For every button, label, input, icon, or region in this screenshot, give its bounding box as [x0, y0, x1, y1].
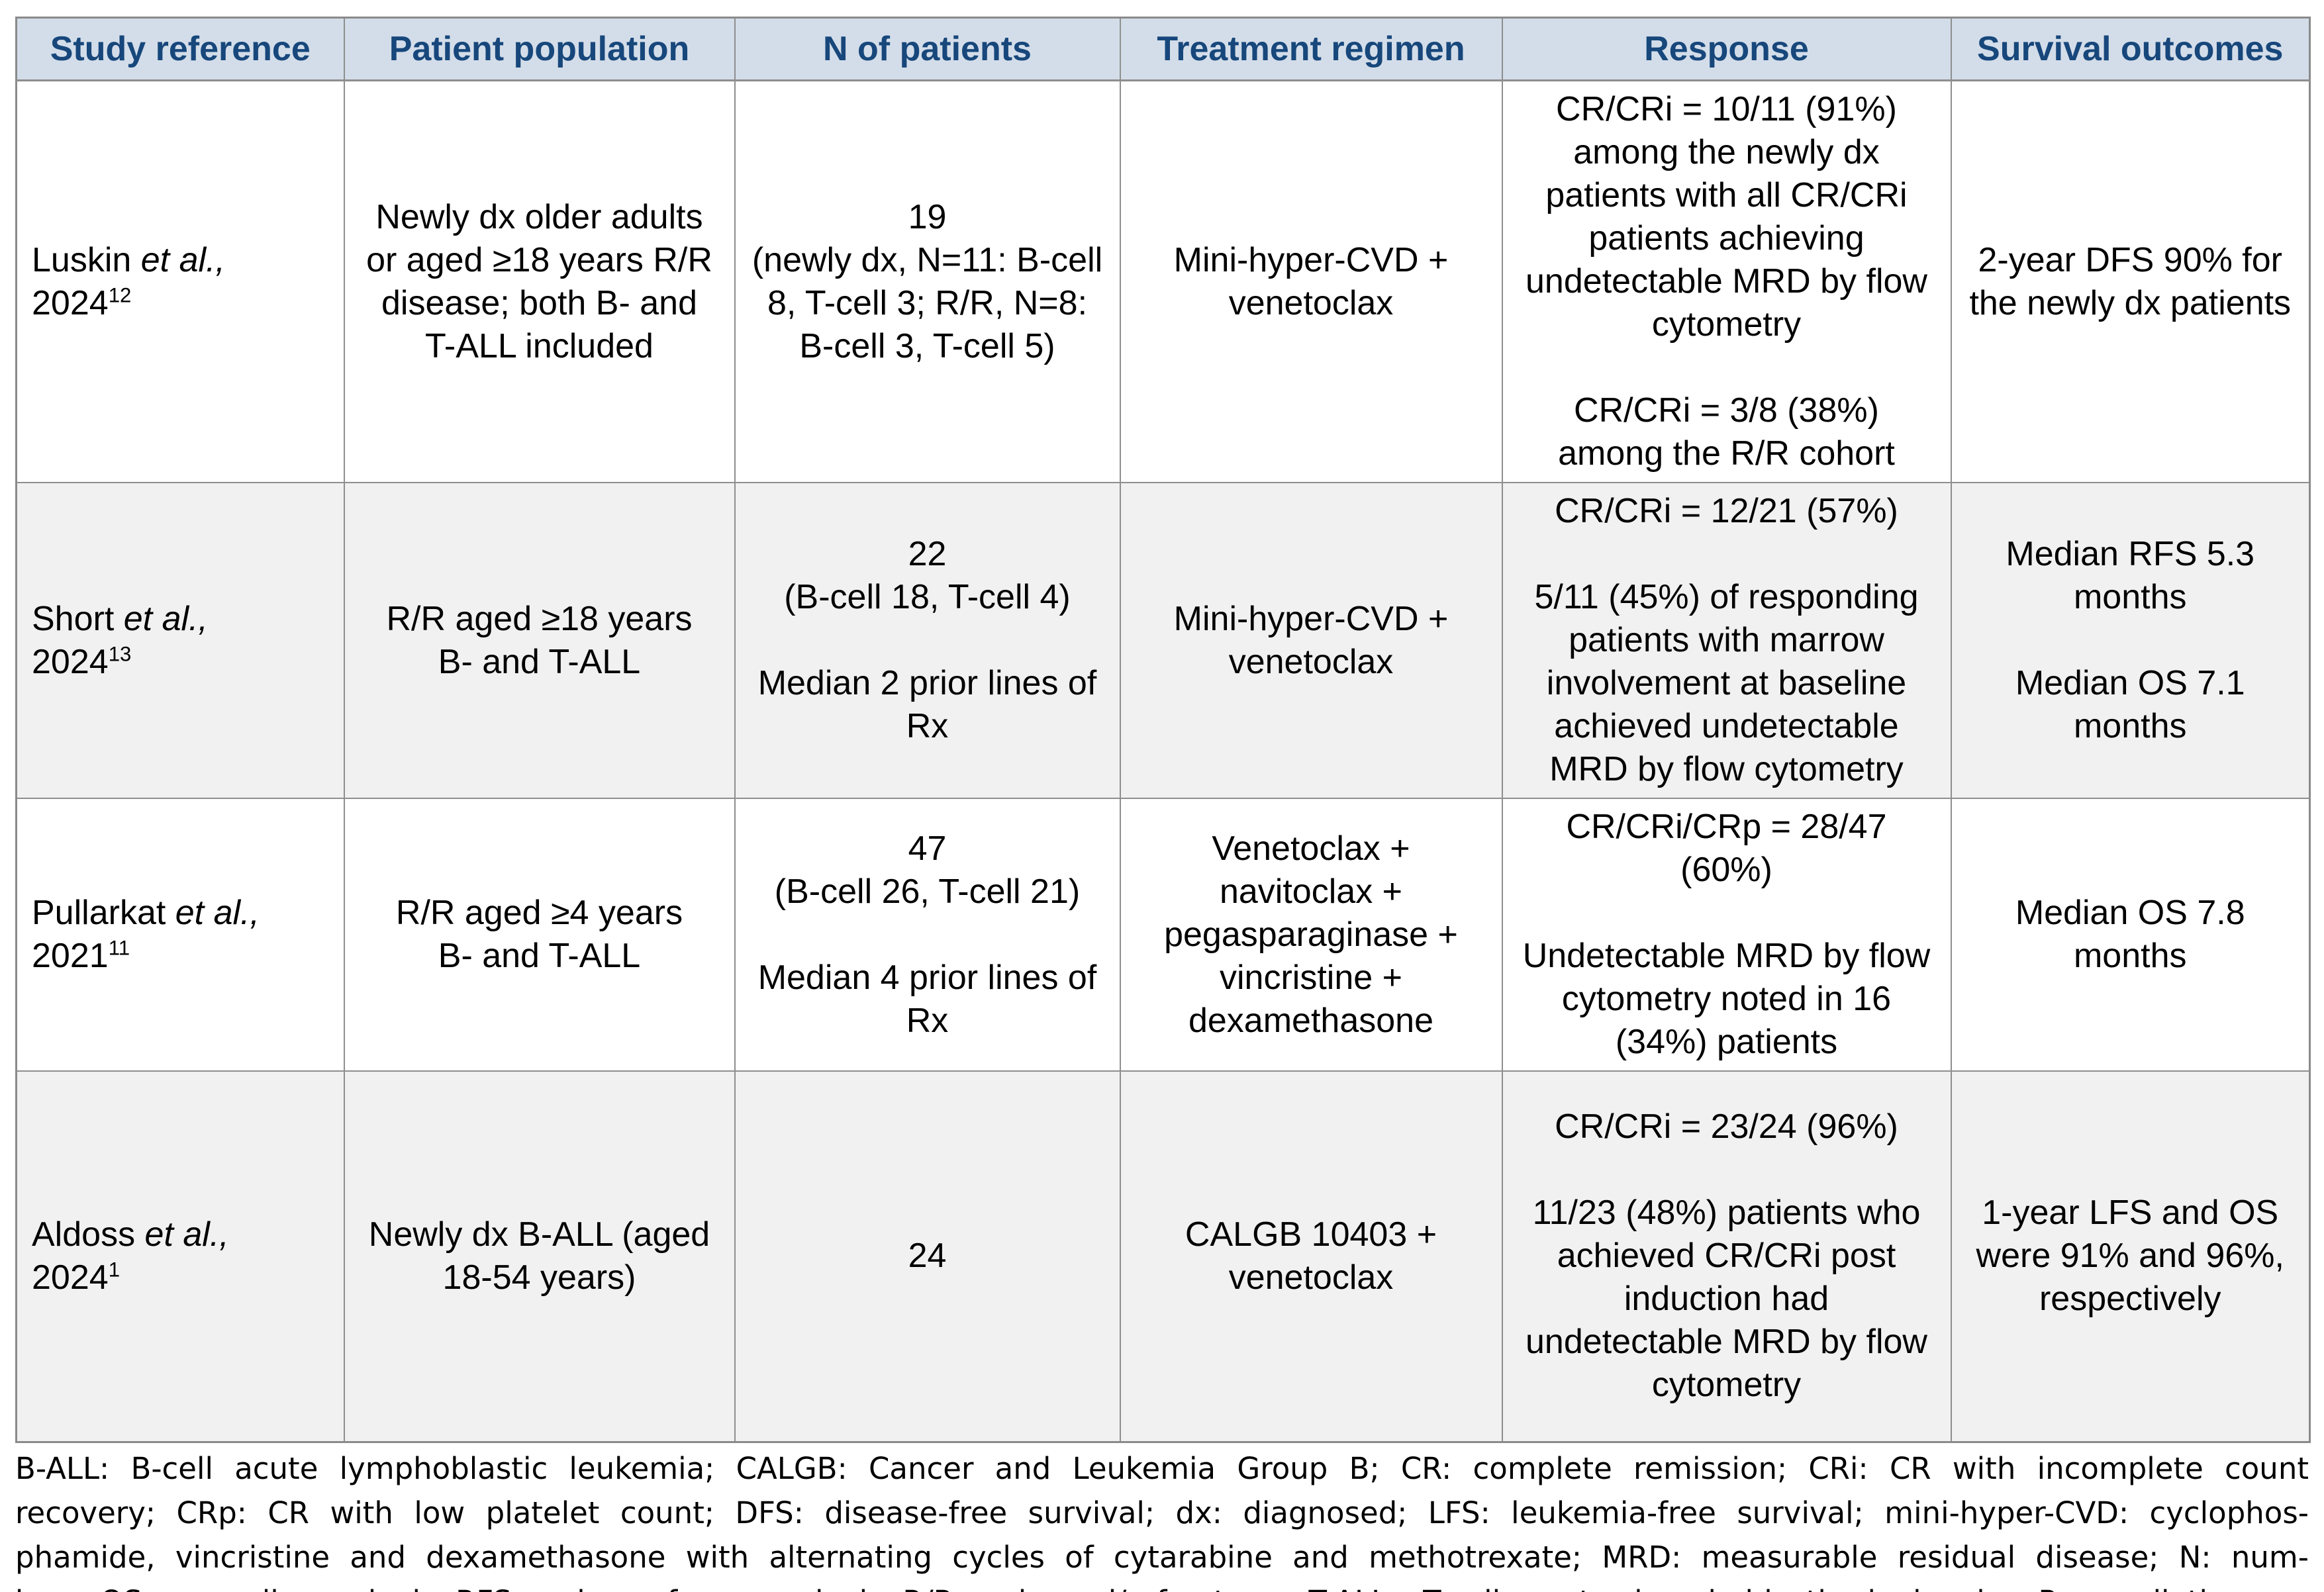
cell-text: Venetoclax + navitoclax + pegasparaginas…	[1164, 829, 1458, 1040]
cell-text: Median 4 prior lines of Rx	[757, 958, 1097, 1040]
study-etal: et al.,	[175, 894, 260, 932]
footnote-line: ber; OS: overall survival; RFS: relapse-…	[15, 1579, 2309, 1592]
column-header-n-of-patients: N of patients	[734, 17, 1121, 81]
column-header-survival-outcomes: Survival outcomes	[1950, 17, 2311, 81]
response-cell: CR/CRi/CRp = 28/47 (60%) Undetectable MR…	[1501, 798, 1952, 1072]
survival-outcomes-cell: Median OS 7.8 months	[1950, 798, 2311, 1072]
study-reference-number: 12	[108, 283, 132, 307]
study-etal: et al.,	[140, 240, 225, 279]
survival-outcomes-cell: 2-year DFS 90% for the newly dx patients	[1950, 79, 2311, 483]
cell-text: CALGB 10403 + venetoclax	[1185, 1215, 1437, 1297]
survival-outcomes-cell: 1-year LFS and OS were 91% and 96%, resp…	[1950, 1070, 2311, 1442]
table-row-luskin: Luskin et al., 202412 Newly dx older adu…	[15, 79, 2311, 483]
cell-text: 47 (B-cell 26, T-cell 21)	[774, 829, 1081, 911]
cell-text: CR/CRi = 10/11 (91%) among the newly dx …	[1525, 90, 1927, 344]
response-cell: CR/CRi = 12/21 (57%) 5/11 (45%) of respo…	[1501, 482, 1952, 799]
study-author: Luskin	[32, 240, 132, 279]
cell-text: R/R aged ≥4 years B- and T-ALL	[395, 894, 683, 975]
response-cell: CR/CRi = 10/11 (91%) among the newly dx …	[1501, 79, 1952, 483]
study-reference-number: 11	[108, 936, 130, 960]
study-reference-cell: Aldoss et al., 20241	[15, 1070, 345, 1442]
cell-text: 19 (newly dx, N=11: B-cell 8, T-cell 3; …	[751, 197, 1103, 365]
study-reference-number: 1	[108, 1258, 121, 1282]
cell-text: 1-year LFS and OS were 91% and 96%, resp…	[1976, 1194, 2284, 1319]
footnote-line: phamide, vincristine and dexamethasone w…	[15, 1540, 2309, 1575]
table-row-pullarkat: Pullarkat et al., 202111 R/R aged ≥4 yea…	[15, 798, 2311, 1072]
cell-text: 24	[908, 1237, 947, 1276]
treatment-regimen-cell: Mini-hyper-CVD + venetoclax	[1119, 482, 1503, 799]
cell-text: CR/CRi = 12/21 (57%)	[1555, 492, 1898, 530]
cell-text: Median RFS 5.3 months	[2006, 535, 2255, 616]
column-header-patient-population: Patient population	[343, 17, 736, 81]
cell-text: Median OS 7.1 months	[2015, 664, 2245, 745]
n-of-patients-cell: 24	[734, 1070, 1121, 1442]
patient-population-cell: Newly dx B-ALL (aged 18-54 years)	[343, 1070, 736, 1442]
study-author: Aldoss	[32, 1215, 136, 1254]
treatment-regimen-cell: CALGB 10403 + venetoclax	[1119, 1070, 1503, 1442]
study-reference-cell: Luskin et al., 202412	[15, 79, 345, 483]
n-of-patients-cell: 47 (B-cell 26, T-cell 21) Median 4 prior…	[734, 798, 1121, 1072]
patient-population-cell: R/R aged ≥18 years B- and T-ALL	[343, 482, 736, 799]
footnote-line: recovery; CRp: CR with low platelet coun…	[15, 1495, 2309, 1530]
cell-text: 5/11 (45%) of responding patients with m…	[1534, 578, 1919, 788]
cell-text: Median OS 7.8 months	[2015, 894, 2245, 975]
study-etal: et al.,	[123, 599, 208, 638]
study-reference-number: 13	[108, 642, 132, 666]
study-reference-cell: Pullarkat et al., 202111	[15, 798, 345, 1072]
cell-text: Mini-hyper-CVD + venetoclax	[1173, 599, 1449, 681]
abbreviations-footnote: B-ALL: B-cell acute lymphoblastic leukem…	[15, 1446, 2309, 1592]
column-header-response: Response	[1501, 17, 1952, 81]
cell-text: 22 (B-cell 18, T-cell 4)	[784, 535, 1071, 616]
study-etal: et al.,	[144, 1215, 229, 1254]
cell-text: Median 2 prior lines of Rx	[757, 664, 1097, 745]
cell-text: Newly dx B-ALL (aged 18-54 years)	[368, 1215, 710, 1297]
treatment-regimen-cell: Venetoclax + navitoclax + pegasparaginas…	[1119, 798, 1503, 1072]
cell-text: Mini-hyper-CVD + venetoclax	[1173, 240, 1449, 322]
table-row-short: Short et al., 202413 R/R aged ≥18 years …	[15, 482, 2311, 799]
treatment-regimen-cell: Mini-hyper-CVD + venetoclax	[1119, 79, 1503, 483]
cell-text: R/R aged ≥18 years B- and T-ALL	[386, 599, 693, 681]
study-author: Short	[32, 599, 115, 638]
cell-text: Newly dx older adults or aged ≥18 years …	[366, 197, 712, 365]
survival-outcomes-cell: Median RFS 5.3 months Median OS 7.1 mont…	[1950, 482, 2311, 799]
study-year: 2024	[32, 1258, 109, 1297]
footnote-line: B-ALL: B-cell acute lymphoblastic leukem…	[15, 1451, 2309, 1486]
n-of-patients-cell: 22 (B-cell 18, T-cell 4) Median 2 prior …	[734, 482, 1121, 799]
patient-population-cell: Newly dx older adults or aged ≥18 years …	[343, 79, 736, 483]
study-year: 2021	[32, 937, 109, 975]
cell-text: 2-year DFS 90% for the newly dx patients	[1969, 240, 2292, 322]
table-row-aldoss: Aldoss et al., 20241 Newly dx B-ALL (age…	[15, 1070, 2311, 1442]
clinical-studies-table: Study reference Patient population N of …	[15, 17, 2311, 1443]
response-cell: CR/CRi = 23/24 (96%) 11/23 (48%) patient…	[1501, 1070, 1952, 1442]
cell-text: CR/CRi = 23/24 (96%)	[1555, 1107, 1898, 1147]
column-header-study-reference: Study reference	[15, 17, 345, 81]
study-author: Pullarkat	[32, 894, 166, 932]
cell-text: Undetectable MRD by flow cytometry noted…	[1522, 937, 1931, 1061]
cell-text: 11/23 (48%) patients who achieved CR/CRi…	[1525, 1194, 1927, 1405]
cell-text: CR/CRi = 3/8 (38%) among the R/R cohort	[1558, 391, 1895, 473]
study-year: 2024	[32, 642, 109, 681]
patient-population-cell: R/R aged ≥4 years B- and T-ALL	[343, 798, 736, 1072]
column-header-treatment-regimen: Treatment regimen	[1119, 17, 1503, 81]
n-of-patients-cell: 19 (newly dx, N=11: B-cell 8, T-cell 3; …	[734, 79, 1121, 483]
header-row: Study reference Patient population N of …	[15, 17, 2311, 81]
study-reference-cell: Short et al., 202413	[15, 482, 345, 799]
study-year: 2024	[32, 283, 109, 322]
cell-text: CR/CRi/CRp = 28/47 (60%)	[1566, 808, 1887, 889]
